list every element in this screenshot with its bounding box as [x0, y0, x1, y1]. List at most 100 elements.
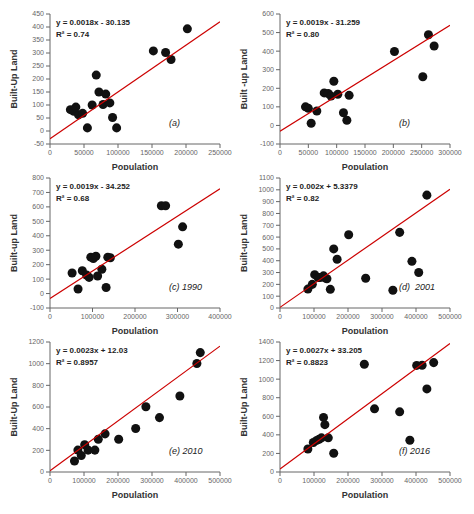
svg-text:Population: Population: [112, 162, 159, 170]
svg-text:150000: 150000: [353, 149, 376, 156]
svg-text:100000: 100000: [302, 313, 325, 320]
svg-text:300000: 300000: [438, 149, 461, 156]
svg-text:0: 0: [40, 290, 44, 297]
svg-text:200: 200: [262, 450, 274, 457]
svg-text:250000: 250000: [208, 149, 231, 156]
svg-text:1000: 1000: [28, 360, 44, 367]
svg-text:800: 800: [262, 210, 274, 217]
svg-text:100: 100: [262, 103, 274, 110]
svg-text:1000: 1000: [258, 186, 274, 193]
svg-text:200: 200: [262, 85, 274, 92]
svg-text:0: 0: [270, 468, 274, 475]
svg-text:350: 350: [32, 36, 44, 43]
svg-text:1200: 1200: [258, 357, 274, 364]
svg-text:250000: 250000: [410, 149, 433, 156]
svg-text:600: 600: [262, 234, 274, 241]
svg-text:600: 600: [32, 403, 44, 410]
svg-text:450: 450: [32, 10, 44, 17]
svg-text:Population: Population: [112, 490, 159, 498]
svg-text:200000: 200000: [382, 149, 405, 156]
svg-text:Population: Population: [112, 326, 159, 334]
svg-text:300: 300: [262, 269, 274, 276]
svg-text:100: 100: [32, 276, 44, 283]
svg-text:500: 500: [32, 218, 44, 225]
svg-text:200000: 200000: [174, 149, 197, 156]
svg-text:1000: 1000: [258, 376, 274, 383]
svg-text:-100: -100: [260, 140, 274, 147]
svg-text:200: 200: [32, 261, 44, 268]
svg-text:150000: 150000: [140, 149, 163, 156]
svg-text:300: 300: [32, 49, 44, 56]
svg-text:Built -up Land: Built -up Land: [239, 49, 249, 110]
svg-text:500000: 500000: [438, 477, 461, 484]
svg-text:400: 400: [32, 425, 44, 432]
svg-text:600: 600: [262, 10, 274, 17]
svg-text:50: 50: [36, 114, 44, 121]
svg-text:Population: Population: [342, 490, 389, 498]
svg-text:100000: 100000: [106, 149, 129, 156]
svg-text:500: 500: [262, 245, 274, 252]
svg-text:0: 0: [278, 477, 282, 484]
svg-text:100: 100: [262, 293, 274, 300]
svg-text:0: 0: [270, 122, 274, 129]
svg-text:200000: 200000: [336, 477, 359, 484]
svg-text:0: 0: [48, 313, 52, 320]
svg-text:200: 200: [262, 281, 274, 288]
svg-text:600: 600: [262, 413, 274, 420]
svg-text:400: 400: [262, 257, 274, 264]
svg-text:300000: 300000: [166, 313, 189, 320]
svg-text:Built-Up Land: Built-Up Land: [9, 50, 19, 109]
svg-text:200000: 200000: [336, 313, 359, 320]
svg-text:400: 400: [262, 431, 274, 438]
svg-text:0: 0: [40, 468, 44, 475]
svg-text:0: 0: [278, 149, 282, 156]
svg-text:300000: 300000: [370, 313, 393, 320]
svg-text:Built-Up Land: Built-Up Land: [9, 378, 19, 437]
svg-text:250: 250: [32, 62, 44, 69]
svg-text:600: 600: [32, 203, 44, 210]
svg-text:100000: 100000: [325, 149, 348, 156]
svg-text:200: 200: [32, 447, 44, 454]
svg-text:Population: Population: [342, 326, 389, 334]
svg-text:300: 300: [32, 247, 44, 254]
svg-text:Built-up Land: Built-up Land: [239, 214, 249, 272]
svg-text:400000: 400000: [404, 477, 427, 484]
svg-text:100000: 100000: [81, 313, 104, 320]
svg-text:1100: 1100: [259, 174, 274, 181]
svg-text:300000: 300000: [370, 477, 393, 484]
svg-text:1400: 1400: [258, 338, 274, 345]
svg-text:-100: -100: [30, 304, 44, 311]
svg-text:500000: 500000: [438, 313, 461, 320]
svg-text:100: 100: [32, 101, 44, 108]
svg-text:800: 800: [32, 174, 44, 181]
svg-text:400: 400: [262, 48, 274, 55]
svg-text:400: 400: [32, 23, 44, 30]
svg-text:200000: 200000: [106, 477, 129, 484]
svg-text:400000: 400000: [174, 477, 197, 484]
svg-text:0: 0: [278, 313, 282, 320]
svg-text:1200: 1200: [28, 338, 44, 345]
svg-text:50000: 50000: [299, 149, 319, 156]
svg-text:200000: 200000: [123, 313, 146, 320]
svg-text:0: 0: [48, 149, 52, 156]
svg-text:300000: 300000: [140, 477, 163, 484]
svg-text:0: 0: [40, 127, 44, 134]
svg-text:-50: -50: [34, 140, 44, 147]
svg-text:150: 150: [32, 88, 44, 95]
svg-text:500000: 500000: [208, 477, 231, 484]
svg-text:100000: 100000: [302, 477, 325, 484]
svg-text:500: 500: [262, 29, 274, 36]
svg-text:200: 200: [32, 75, 44, 82]
svg-text:Built-Up Land: Built-Up Land: [239, 378, 249, 437]
svg-text:800: 800: [262, 394, 274, 401]
svg-text:400000: 400000: [404, 313, 427, 320]
svg-text:800: 800: [32, 382, 44, 389]
svg-text:50000: 50000: [74, 149, 94, 156]
svg-text:Built-up Land: Built-up Land: [9, 214, 19, 272]
svg-text:300: 300: [262, 66, 274, 73]
svg-text:400: 400: [32, 232, 44, 239]
svg-text:400000: 400000: [208, 313, 231, 320]
svg-text:0: 0: [48, 477, 52, 484]
svg-text:900: 900: [262, 198, 274, 205]
svg-text:700: 700: [262, 222, 274, 229]
